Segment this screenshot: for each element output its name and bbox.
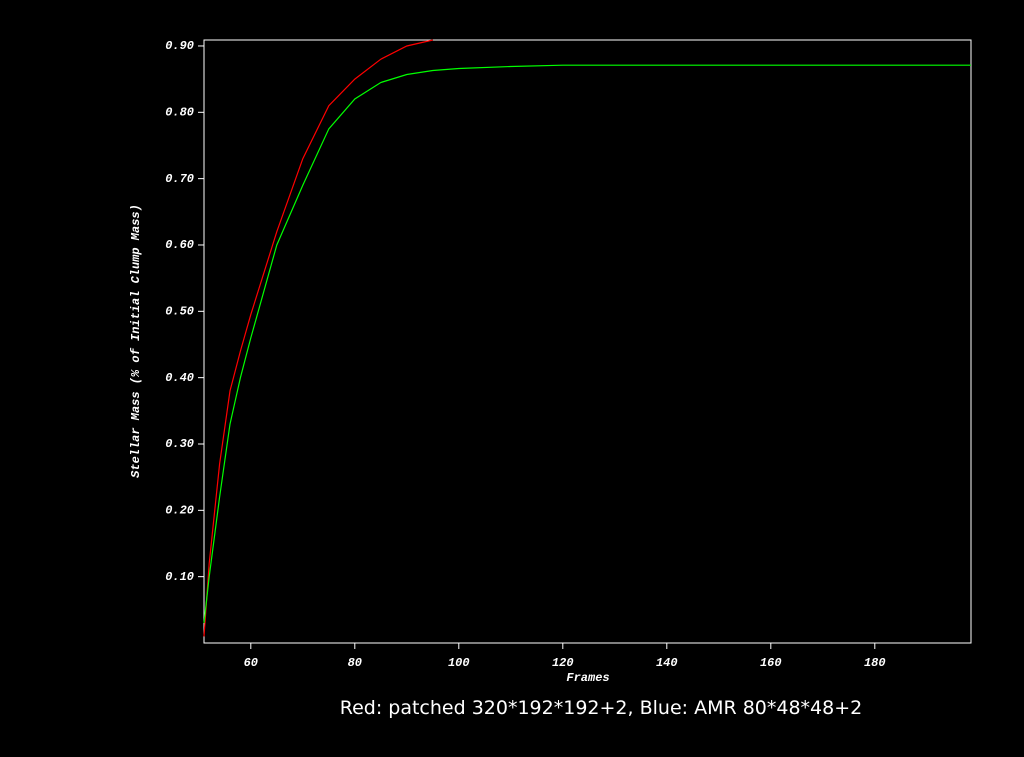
series-line [203, 39, 433, 637]
x-tick-label: 100 [448, 656, 470, 670]
y-tick-label: 0.50 [165, 304, 194, 318]
x-tick-label: 140 [656, 656, 678, 670]
y-tick-label: 0.20 [165, 503, 194, 517]
x-tick-label: 180 [864, 656, 886, 670]
y-tick-label: 0.30 [165, 437, 194, 451]
x-tick-label: 60 [244, 656, 258, 670]
y-tick-label: 0.90 [165, 39, 194, 53]
series-line [203, 64, 971, 624]
y-tick-label: 0.60 [165, 238, 194, 252]
caption: Red: patched 320*192*192+2, Blue: AMR 80… [340, 697, 863, 719]
y-axis-label: Stellar Mass (% of Initial Clump Mass) [129, 204, 143, 478]
x-tick-label: 80 [348, 656, 362, 670]
plot-frame [203, 39, 972, 644]
y-tick-label: 0.10 [165, 570, 194, 584]
y-tick-label: 0.40 [165, 371, 194, 385]
y-tick-label: 0.70 [165, 172, 194, 186]
x-tick-label: 160 [760, 656, 782, 670]
y-tick-label: 0.80 [165, 105, 194, 119]
x-tick-label: 120 [552, 656, 574, 670]
x-axis-label: Frames [566, 671, 609, 685]
